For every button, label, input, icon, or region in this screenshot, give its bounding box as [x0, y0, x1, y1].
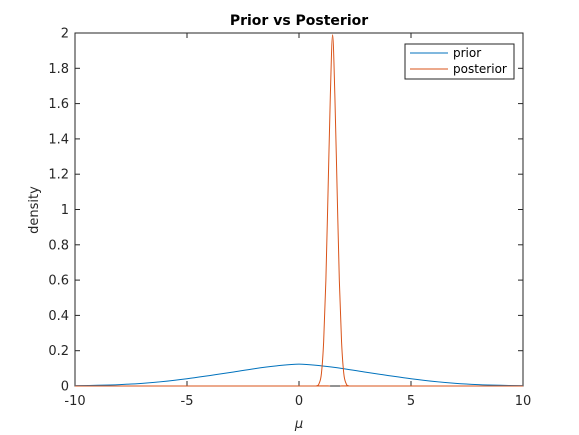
- y-tick-label: 1.4: [48, 132, 69, 147]
- x-tick-label: 0: [295, 394, 303, 409]
- axes-box: [74, 32, 524, 387]
- y-tick-label: 0: [61, 380, 69, 395]
- x-axis-label: μ: [294, 417, 303, 432]
- y-tick-label: 0.2: [48, 344, 69, 359]
- y-tick-label: 0.6: [48, 274, 69, 289]
- y-tick-label: 1.6: [48, 97, 69, 112]
- series-line-posterior: [75, 34, 523, 387]
- y-tick-label: 1: [61, 203, 69, 218]
- x-tick-label: 10: [515, 394, 532, 409]
- x-tick-label: 5: [407, 394, 415, 409]
- series-line-prior: [74, 363, 524, 387]
- y-tick-label: 1.8: [48, 62, 69, 77]
- x-tick-label: -5: [181, 394, 194, 409]
- plot-area: -10 -5 0 5 10 0 0.2 0.4 0.6 0.8 1 1.2 1.4 1.6 1.8 2: [48, 27, 531, 410]
- y-tick-label: 1.2: [48, 168, 69, 183]
- legend: prior posterior: [404, 43, 515, 80]
- chart-title: Prior vs Posterior: [230, 13, 368, 29]
- y-tick-label: 0.8: [48, 238, 69, 253]
- x-tick-label: -10: [64, 394, 85, 409]
- legend-box: [404, 43, 515, 80]
- legend-label-prior: prior: [453, 46, 481, 60]
- legend-label-posterior: posterior: [453, 62, 507, 76]
- y-tick-label: 2: [61, 27, 69, 42]
- y-tick-label: 0.4: [48, 309, 69, 324]
- y-axis-label: density: [27, 186, 42, 234]
